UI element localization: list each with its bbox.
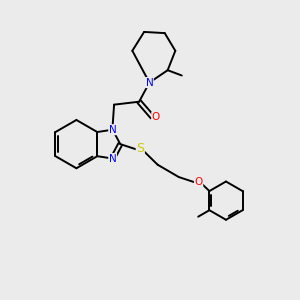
Text: S: S: [136, 142, 144, 155]
Text: N: N: [146, 78, 153, 88]
Text: O: O: [152, 112, 160, 122]
Text: N: N: [109, 154, 116, 164]
Text: O: O: [194, 177, 203, 188]
Text: N: N: [109, 125, 116, 135]
